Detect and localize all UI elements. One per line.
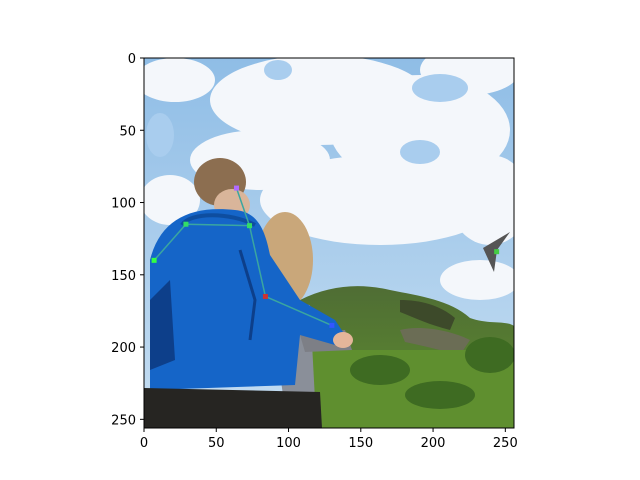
x-tick-label: 250 (493, 436, 518, 451)
y-tick-label: 0 (128, 52, 136, 67)
jacket-seam (238, 249, 257, 341)
keypoint-marker (262, 293, 268, 299)
y-tick-label: 50 (119, 124, 136, 139)
skeleton-limb (248, 225, 267, 297)
y-tick-label: 150 (111, 269, 136, 284)
hill-rock-2 (400, 328, 470, 355)
hill-rock (400, 300, 455, 330)
pose-skeleton (153, 187, 333, 327)
hand (333, 332, 353, 348)
keypoint-marker (329, 322, 335, 328)
skeleton-limb (235, 187, 251, 226)
keypoint-marker (183, 221, 189, 227)
pants (144, 388, 322, 428)
axes-frame (143, 57, 515, 429)
sky-patches (146, 60, 468, 164)
photo-image (144, 58, 514, 428)
y-tick-label: 250 (111, 413, 136, 428)
skeleton-limb (153, 223, 187, 261)
y-tick-label: 200 (111, 341, 136, 356)
jacket-hood (180, 213, 256, 227)
pose-keypoints (151, 185, 500, 328)
y-axis: 0 50 100 150 200 250 (111, 52, 144, 428)
keypoint-marker (151, 257, 157, 263)
x-tick-label: 150 (348, 436, 373, 451)
boy-jacket (150, 209, 345, 390)
bushes (350, 337, 514, 409)
x-tick-label: 0 (140, 436, 148, 451)
jacket-shadow (150, 280, 175, 370)
keypoint-marker (494, 249, 500, 255)
keypoint-marker (247, 223, 253, 229)
skeleton-limb (185, 223, 250, 227)
y-tick-label: 100 (111, 197, 136, 212)
keypoint-marker (234, 185, 239, 191)
x-tick-label: 50 (208, 436, 225, 451)
skeleton-limb (265, 295, 333, 327)
x-axis: 0 50 100 150 200 250 (140, 428, 518, 451)
x-tick-label: 200 (421, 436, 446, 451)
x-tick-label: 100 (276, 436, 301, 451)
